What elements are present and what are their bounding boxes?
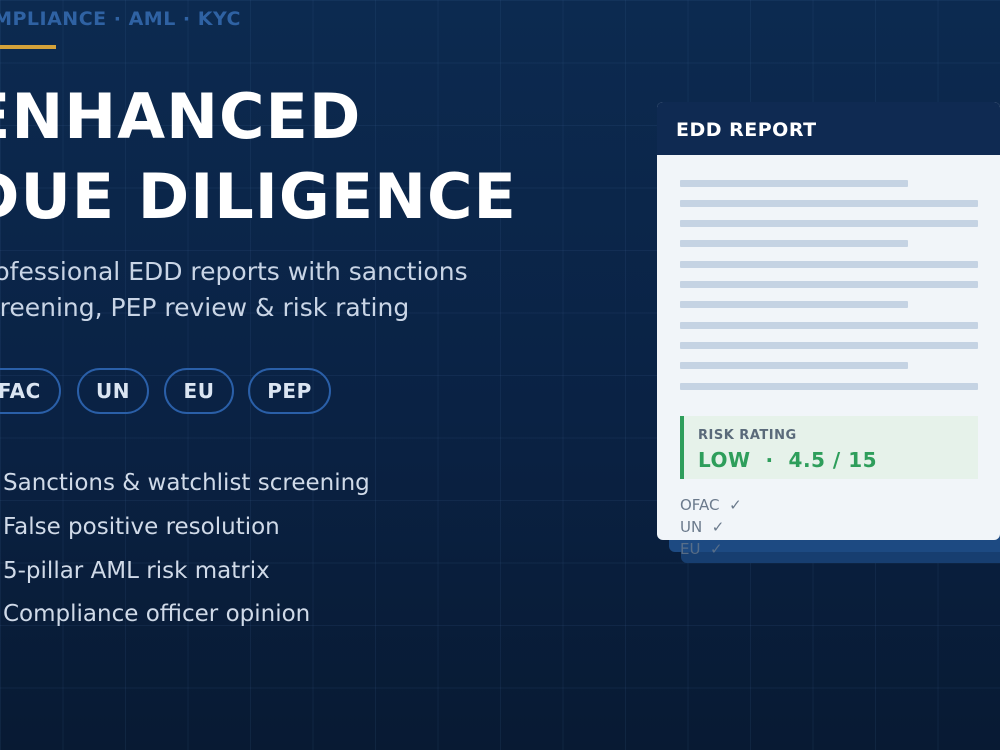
- check-item: UN ✓: [680, 518, 725, 536]
- headline: DUE DILIGENCE: [0, 160, 517, 233]
- subtitle: Screening, PEP review & risk rating: [0, 293, 410, 322]
- risk-label: RISK RATING: [698, 428, 797, 443]
- text-line: [680, 180, 908, 187]
- text-line: [680, 261, 978, 268]
- feature: Compliance officer opinion: [3, 601, 311, 627]
- headline: ENHANCED: [0, 80, 362, 153]
- text-line: [680, 383, 978, 390]
- badge: EU: [164, 368, 234, 414]
- text-line: [680, 200, 978, 207]
- text-line: [680, 220, 978, 227]
- feature: Sanctions & watchlist screening: [3, 470, 370, 496]
- badge: OFAC: [0, 368, 61, 414]
- card-title: EDD REPORT: [676, 119, 817, 141]
- text-line: [680, 362, 908, 369]
- risk-box: RISK RATING LOW · 4.5 / 15: [680, 416, 978, 479]
- check-item: EU ✓: [680, 540, 723, 558]
- badge: UN: [77, 368, 149, 414]
- card-header: EDD REPORT: [657, 102, 1000, 155]
- feature: False positive resolution: [3, 514, 280, 540]
- risk-value: LOW · 4.5 / 15: [698, 448, 878, 472]
- text-line: [680, 281, 978, 288]
- accent-bar: [0, 45, 56, 49]
- subtitle: Professional EDD reports with sanctions: [0, 257, 468, 286]
- check-item: OFAC ✓: [680, 496, 742, 514]
- report-card: EDD REPORT RISK RATING LOW · 4.5 / 15 OF…: [657, 102, 1000, 558]
- text-line: [680, 301, 908, 308]
- text-line: [680, 240, 908, 247]
- badge: PEP: [248, 368, 331, 414]
- tagline: COMPLIANCE · AML · KYC: [0, 8, 241, 30]
- feature: 5-pillar AML risk matrix: [3, 558, 270, 584]
- text-line: [680, 322, 978, 329]
- text-line: [680, 342, 978, 349]
